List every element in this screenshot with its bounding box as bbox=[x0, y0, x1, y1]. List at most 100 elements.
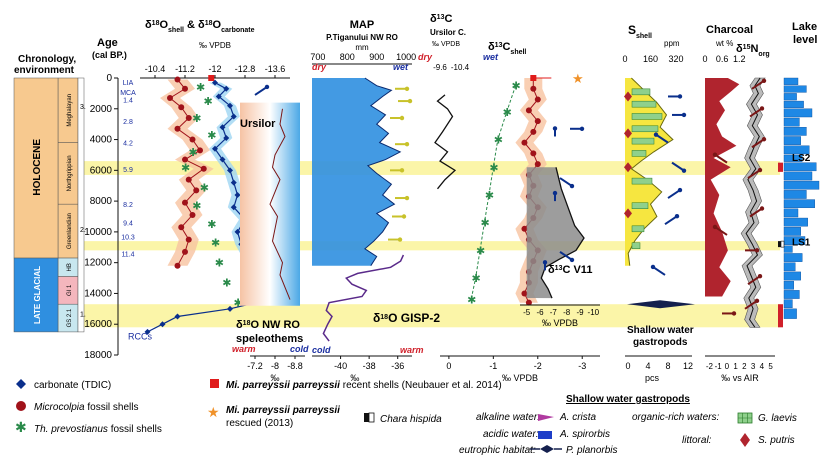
trend-arrow-head bbox=[653, 132, 659, 137]
speleothem-cold: cold bbox=[290, 344, 309, 354]
lake-level-bar bbox=[783, 108, 813, 118]
legend-g-laevis-grid bbox=[738, 413, 752, 423]
speleothem-tick-label: -8 bbox=[271, 361, 279, 371]
lake-level-bar bbox=[783, 85, 807, 93]
gisp2-title: δ18O GISP-2 bbox=[373, 311, 440, 325]
d13c-microcolpia-point bbox=[521, 225, 528, 232]
gisp2-tick-label: -40 bbox=[334, 361, 347, 371]
trend-arrow-head bbox=[712, 152, 718, 157]
map-unit: mm bbox=[355, 43, 369, 52]
trend-arrow-head bbox=[552, 190, 558, 196]
trend-arrow-head bbox=[397, 237, 403, 242]
d13c-thp-point: ✱ bbox=[476, 245, 485, 257]
d18o-tdic-point bbox=[219, 156, 226, 163]
trend-arrow-head bbox=[542, 260, 548, 265]
v11-title: δ13C V11 bbox=[548, 264, 592, 276]
sshell-unit: ppm bbox=[664, 39, 680, 48]
d18o-thp-point: ✱ bbox=[215, 258, 224, 270]
legend-microcolpia-marker bbox=[16, 401, 26, 411]
g-laevis-bar bbox=[631, 150, 647, 157]
gisp2-tick-label: -38 bbox=[363, 361, 376, 371]
d18o-title-part: & δ bbox=[184, 19, 205, 31]
legend-p-planorbis-label: P. planorbis bbox=[566, 445, 618, 456]
trend-arrow-head bbox=[759, 106, 765, 111]
trend-arrow-head bbox=[761, 137, 767, 142]
ursilor-d13c-title-part: 13 bbox=[437, 14, 445, 21]
time-marker-label: 5.9 bbox=[123, 167, 133, 174]
charcoal-tick-label: 0 bbox=[702, 54, 707, 64]
chronology-column: Chronology, environment Meghalayan Northg… bbox=[13, 54, 86, 333]
d13c-thp-point: ✱ bbox=[512, 81, 521, 93]
time-marker-label: 1.4 bbox=[123, 98, 133, 105]
lake-level-bar bbox=[783, 127, 807, 136]
trend-arrow-head bbox=[404, 141, 410, 147]
d18o-title-part: 18 bbox=[152, 20, 160, 27]
stage-label: GS 2.1 bbox=[67, 308, 73, 327]
gisp2-xlabel: ‰ bbox=[350, 373, 359, 383]
d18o-title-part: δ bbox=[145, 19, 152, 31]
sshell-pcs-tick: 4 bbox=[645, 361, 650, 371]
ursilor-dry: dry bbox=[418, 52, 433, 62]
speleothem-title-part: 18 bbox=[243, 320, 251, 327]
lake-level-bar bbox=[783, 145, 810, 155]
g-laevis-bar bbox=[631, 137, 655, 145]
trend-arrow-head bbox=[650, 264, 656, 270]
d18o-title-part: 18 bbox=[205, 20, 213, 27]
d13c-microcolpia-point bbox=[530, 128, 537, 135]
d18o-tdic-point bbox=[144, 328, 151, 335]
sshell-tick-label: 0 bbox=[622, 54, 627, 64]
d18o-microcolpia-point bbox=[197, 147, 203, 154]
holocene-label: HOLOCENE bbox=[32, 139, 43, 196]
time-marker-label: 4.2 bbox=[123, 141, 133, 148]
legend-a-crista-label: A. crista bbox=[559, 412, 597, 423]
v11-tick-label: -8 bbox=[563, 308, 571, 317]
sshell-xlabel: pcs bbox=[645, 373, 660, 383]
age-tick-label: 10000 bbox=[84, 227, 112, 238]
g-laevis-bar bbox=[631, 225, 645, 233]
d15n-tick-label: 4 bbox=[760, 362, 765, 371]
d13c-title: δ13Cshell bbox=[488, 41, 526, 56]
charcoal-unit: wt % bbox=[715, 39, 733, 48]
charcoal-title: Charcoal bbox=[706, 24, 753, 36]
sshell-pcs-tick: 8 bbox=[665, 361, 670, 371]
p-planorbis-marker bbox=[627, 300, 695, 309]
lake-level-bar bbox=[783, 290, 800, 299]
d18o-microcolpia-point bbox=[174, 76, 181, 83]
d18o-tick-label: -12 bbox=[208, 64, 221, 74]
d18o-thp-point: ✱ bbox=[200, 182, 209, 194]
age-axis-title: Age bbox=[97, 37, 118, 49]
map-tick-label: 700 bbox=[310, 52, 325, 62]
d18o-recent-shell bbox=[208, 75, 215, 81]
age-tick-label: 0 bbox=[106, 73, 112, 84]
phase-label: 3. bbox=[80, 104, 86, 111]
g-laevis-bar bbox=[631, 202, 649, 209]
chronology-title-line2: environment bbox=[14, 65, 75, 76]
d18o-microcolpia-point bbox=[185, 236, 192, 243]
lake-level-bar bbox=[783, 217, 808, 227]
legend-rescued-label-2: rescued (2013) bbox=[226, 418, 293, 429]
legend-s-putris-marker bbox=[740, 433, 750, 447]
d18o-thp-point: ✱ bbox=[181, 162, 190, 174]
gisp2-title-part: δ bbox=[373, 311, 380, 325]
d18o-microcolpia-point bbox=[185, 176, 192, 183]
stage-label: Meghalayan bbox=[67, 94, 73, 127]
trend-arrow-head bbox=[404, 86, 410, 91]
speleothem-tick-label: -7.2 bbox=[247, 361, 263, 371]
legend-recent-label: Mi. parreyssii parreyssii recent shells … bbox=[226, 380, 502, 391]
d18o-tdic-point bbox=[234, 228, 241, 235]
stage-label: Greenlandian bbox=[67, 213, 73, 249]
lake-level-bar bbox=[783, 199, 815, 209]
trend-arrow-head bbox=[757, 274, 763, 279]
d15n-line bbox=[745, 77, 761, 328]
chronology-title-line1: Chronology, bbox=[18, 54, 76, 65]
gisp2-title-part: 18 bbox=[380, 314, 388, 321]
sshell-caption-1: Shallow water bbox=[627, 325, 694, 336]
trend-arrow bbox=[559, 251, 573, 261]
d13c-microcolpia-point bbox=[530, 85, 537, 92]
d18o-tick-label: -11.2 bbox=[175, 64, 195, 74]
map-fill bbox=[312, 78, 401, 266]
d13c-thp-point: ✱ bbox=[489, 162, 498, 174]
time-marker-label: 9.4 bbox=[123, 221, 133, 228]
d13c-tick-label: -2 bbox=[534, 361, 542, 371]
legend-recent-marker bbox=[210, 379, 219, 388]
